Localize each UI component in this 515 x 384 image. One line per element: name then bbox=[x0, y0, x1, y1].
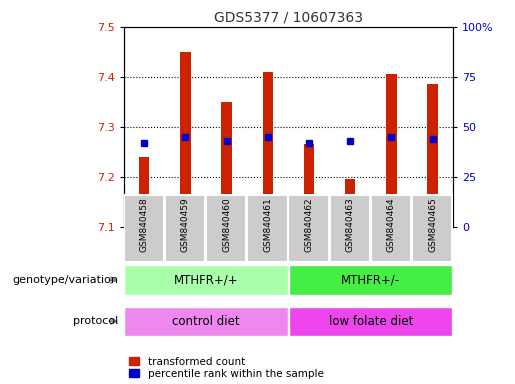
Bar bbox=[263, 72, 273, 227]
Text: MTHFR+/-: MTHFR+/- bbox=[341, 274, 400, 286]
FancyBboxPatch shape bbox=[125, 265, 287, 295]
FancyBboxPatch shape bbox=[412, 195, 452, 262]
Text: control diet: control diet bbox=[172, 315, 240, 328]
Text: GSM840458: GSM840458 bbox=[140, 197, 149, 252]
FancyBboxPatch shape bbox=[289, 265, 452, 295]
Bar bbox=[180, 52, 191, 227]
Text: GSM840464: GSM840464 bbox=[387, 197, 396, 252]
Text: GSM840459: GSM840459 bbox=[181, 197, 190, 252]
Text: MTHFR+/+: MTHFR+/+ bbox=[174, 274, 238, 286]
Text: protocol: protocol bbox=[73, 316, 118, 326]
FancyBboxPatch shape bbox=[165, 195, 205, 262]
FancyBboxPatch shape bbox=[124, 195, 164, 262]
Bar bbox=[304, 144, 314, 227]
FancyBboxPatch shape bbox=[125, 306, 287, 336]
Text: GSM840462: GSM840462 bbox=[304, 197, 314, 252]
Text: low folate diet: low folate diet bbox=[329, 315, 413, 328]
Text: GSM840461: GSM840461 bbox=[263, 197, 272, 252]
FancyBboxPatch shape bbox=[330, 195, 370, 262]
Bar bbox=[427, 84, 438, 227]
Bar bbox=[221, 102, 232, 227]
Bar bbox=[139, 157, 149, 227]
Title: GDS5377 / 10607363: GDS5377 / 10607363 bbox=[214, 10, 363, 24]
Text: GSM840463: GSM840463 bbox=[346, 197, 355, 252]
Text: GSM840460: GSM840460 bbox=[222, 197, 231, 252]
Legend: transformed count, percentile rank within the sample: transformed count, percentile rank withi… bbox=[129, 357, 323, 379]
FancyBboxPatch shape bbox=[289, 306, 452, 336]
FancyBboxPatch shape bbox=[247, 195, 287, 262]
Bar bbox=[345, 179, 355, 227]
Text: GSM840465: GSM840465 bbox=[428, 197, 437, 252]
FancyBboxPatch shape bbox=[288, 195, 329, 262]
Bar bbox=[386, 74, 397, 227]
FancyBboxPatch shape bbox=[371, 195, 411, 262]
Text: genotype/variation: genotype/variation bbox=[12, 275, 118, 285]
FancyBboxPatch shape bbox=[206, 195, 246, 262]
